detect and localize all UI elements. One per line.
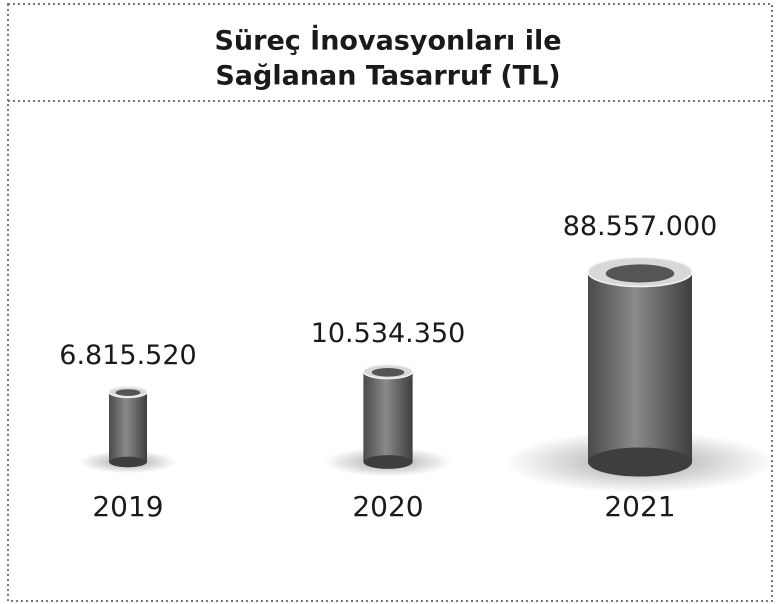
value-label: 88.557.000 [563, 211, 718, 242]
frame [7, 3, 773, 602]
tube-bottom [109, 456, 147, 468]
x-tick-label: 2019 [92, 490, 163, 523]
tube-bottom [588, 447, 692, 477]
tube [363, 371, 413, 462]
tube-hole [605, 264, 675, 283]
chart-title: Süreç İnovasyonları ile [214, 25, 561, 57]
chart-title: Sağlanan Tasarruf (TL) [215, 61, 560, 92]
tube [109, 392, 147, 462]
x-tick-label: 2020 [352, 490, 423, 523]
value-label: 6.815.520 [59, 340, 196, 371]
tube [588, 272, 692, 462]
tube-hole [371, 368, 405, 377]
tube-hole [115, 389, 141, 396]
value-label: 10.534.350 [311, 318, 466, 349]
x-tick-label: 2021 [604, 490, 675, 523]
tube-bottom [363, 455, 413, 469]
